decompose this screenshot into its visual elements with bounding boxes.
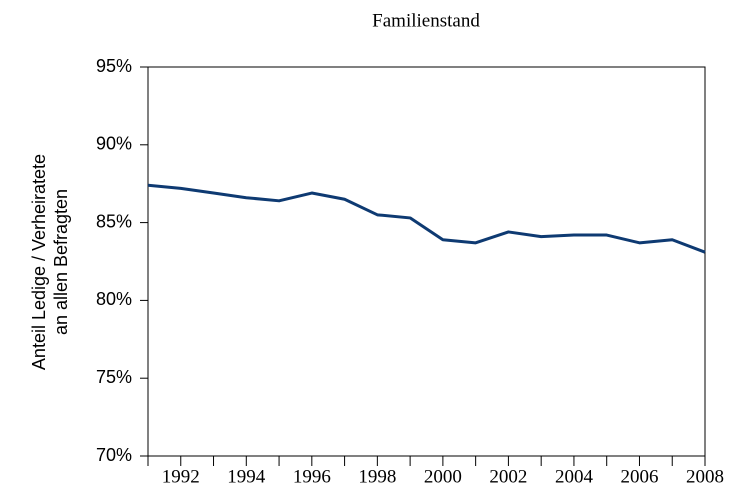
y-tick-label: 85% xyxy=(96,211,132,231)
x-tick-label: 2000 xyxy=(424,466,462,487)
y-tick-label: 90% xyxy=(96,134,132,154)
x-tick-label: 2006 xyxy=(620,466,658,487)
x-tick-label: 1998 xyxy=(358,466,396,487)
x-tick-label: 2004 xyxy=(555,466,594,487)
x-tick-label: 2008 xyxy=(686,466,724,487)
y-tick-label: 80% xyxy=(96,289,132,309)
chart-title: Familienstand xyxy=(372,10,480,31)
y-axis-label: an allen Befragten xyxy=(51,189,71,335)
y-tick-label: 95% xyxy=(96,56,132,76)
x-tick-label: 2002 xyxy=(489,466,527,487)
y-tick-label: 70% xyxy=(96,445,132,465)
x-tick-label: 1992 xyxy=(162,466,200,487)
x-tick-label: 1994 xyxy=(227,466,266,487)
y-tick-label: 75% xyxy=(96,367,132,387)
y-axis-label: Anteil Ledige / Verheiratete xyxy=(29,154,49,370)
x-tick-label: 1996 xyxy=(293,466,331,487)
data-line xyxy=(147,183,706,254)
plot-frame xyxy=(147,66,706,457)
